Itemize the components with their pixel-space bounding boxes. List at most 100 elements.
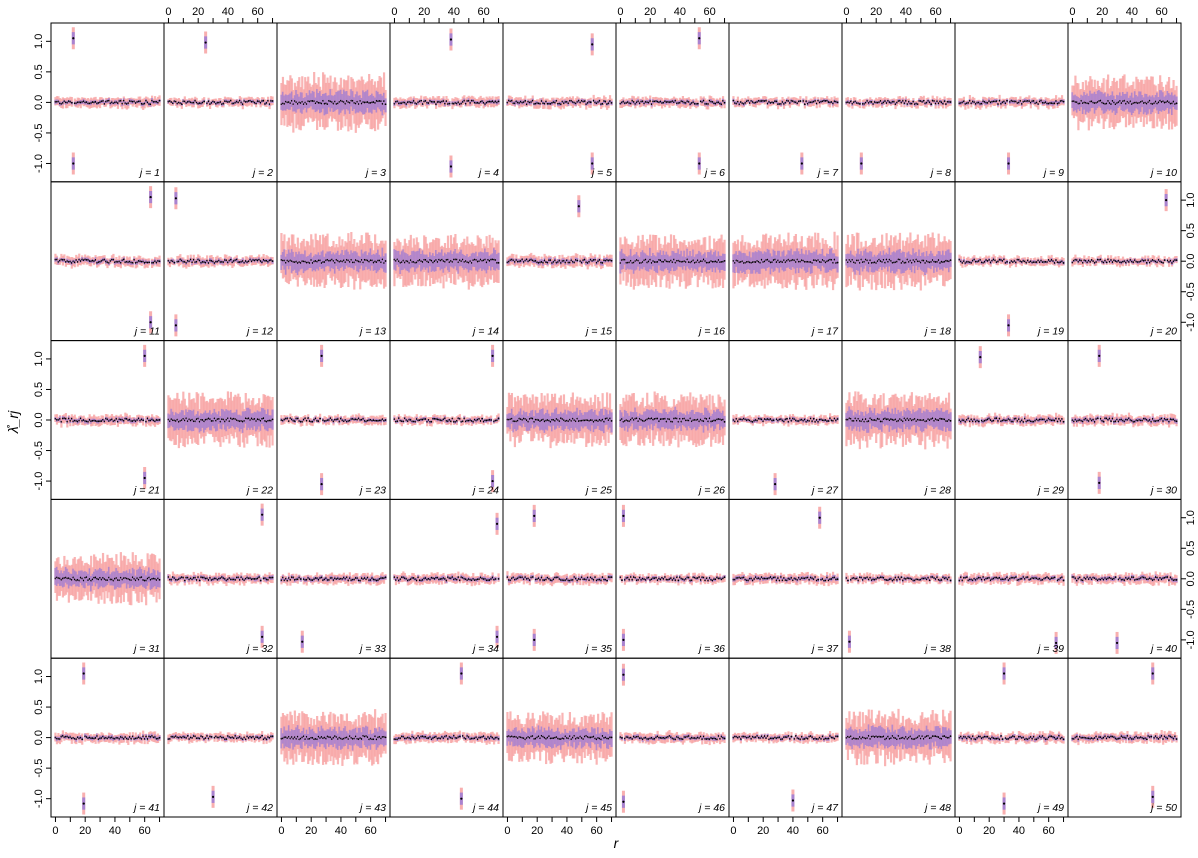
point-estimate [385,103,387,105]
panel-21: j = 21 [51,341,164,500]
point-estimate [590,101,592,103]
panel-label-14: j = 14 [471,326,499,338]
panel-content [281,72,387,133]
panel-17: j = 17 [729,182,842,341]
panel-label-5: j = 5 [590,167,612,179]
spike-point [144,355,146,357]
panel-label-22: j = 22 [245,484,273,496]
panel-content [168,32,274,110]
panel-20: j = 20 [1068,182,1181,341]
panel-label-8: j = 8 [929,167,951,179]
panel-19: j = 19 [955,182,1068,341]
panel-content [394,28,500,177]
point-estimate [611,102,613,104]
spike-point [1007,324,1009,326]
point-estimate [1006,261,1008,263]
panel-23: j = 23 [277,341,390,500]
point-estimate [837,101,839,103]
panel-3: j = 3 [277,23,390,182]
panel-content [620,27,726,174]
panel-label-4: j = 4 [477,167,499,179]
point-estimate [159,419,161,421]
panel-10: j = 10 [1068,23,1181,182]
panel-7: j = 7 [729,23,842,182]
panel-content [507,33,613,174]
panel-label-20: j = 20 [1149,326,1177,338]
spike-point [1007,162,1009,164]
panel-11: j = 11 [51,182,164,341]
point-estimate [272,418,274,420]
point-estimate [385,260,387,262]
panel-22: j = 22 [164,341,277,500]
panel-label-11: j = 11 [133,326,160,338]
point-estimate [930,103,932,105]
spike-point [591,43,593,45]
spike-point [450,165,452,167]
panel-18: j = 18 [842,182,955,341]
panel-content [55,27,161,174]
point-estimate [148,261,150,263]
point-estimate [950,259,952,261]
point-estimate [272,100,274,102]
panel-label-1: j = 1 [138,167,160,179]
point-estimate [159,260,161,262]
panel-content [55,345,161,489]
point-estimate [1164,259,1166,261]
panel-6: j = 6 [616,23,729,182]
panel-label-18: j = 18 [923,326,951,338]
spike-point [591,162,593,164]
point-estimate [1063,262,1065,264]
point-estimate [724,260,726,262]
panel-content [620,234,726,289]
point-estimate [498,100,500,102]
panel-label-9: j = 9 [1042,167,1064,179]
panel-label-6: j = 6 [703,167,725,179]
panel-2: j = 2 [164,23,277,182]
panel-label-21: j = 21 [132,484,160,496]
point-estimate [576,260,578,262]
point-estimate [272,260,274,262]
panel-content [55,186,161,333]
panel-13: j = 13 [277,182,390,341]
panel-label-3: j = 3 [364,167,386,179]
panel-label-13: j = 13 [358,326,386,338]
panel-content [846,232,952,290]
spike-point [150,321,152,323]
spike-point [801,162,803,164]
panel-label-16: j = 16 [697,326,725,338]
spike-point [450,38,452,40]
panel-14: j = 14 [390,182,503,341]
spike-point [698,162,700,164]
panel-content [281,232,387,290]
panel-content [168,391,274,448]
point-estimate [799,100,801,102]
panel-content [846,96,952,175]
panel-15: j = 15 [503,182,616,341]
point-estimate [1063,101,1065,103]
spike-point [578,205,580,207]
panel-content [1072,74,1178,130]
spike-point [150,196,152,198]
point-estimate [697,103,699,105]
panels-layer: j = 1 j = 2 j = 3 j = 4 j = 5 j = 6 j = 7 j = 8… [51,23,1181,817]
point-estimate [724,102,726,104]
panel-8: j = 8 [842,23,955,182]
spike-point [860,162,862,164]
panel-content [507,195,613,269]
panel-label-10: j = 10 [1149,167,1177,179]
panel-9: j = 9 [955,23,1068,182]
spike-point [175,324,177,326]
point-estimate [1006,100,1008,102]
point-estimate [142,419,144,421]
point-estimate [174,262,176,264]
spike-point [205,41,207,43]
panel-content [733,232,839,290]
spike-point [72,162,74,164]
point-estimate [1176,102,1178,104]
panel-label-7: j = 7 [816,167,839,179]
panel-12: j = 12 [164,182,277,341]
panel-4: j = 4 [390,23,503,182]
point-estimate [203,101,205,103]
